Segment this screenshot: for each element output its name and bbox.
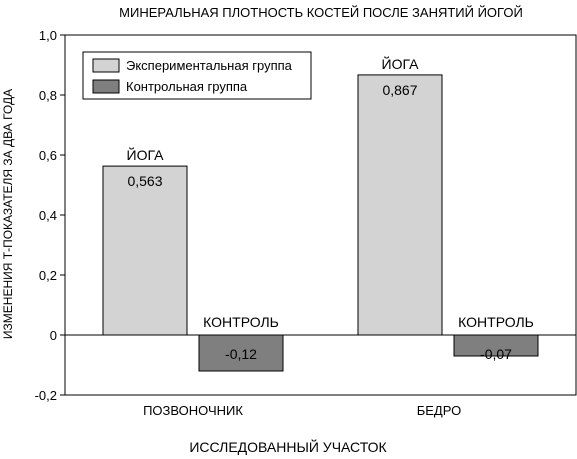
bars: ЙОГА 0,563 КОНТРОЛЬ -0,12 ЙОГА 0,867 КОНТРОЛЬ -… xyxy=(102,55,539,372)
y-tick-label: 0,8 xyxy=(39,88,57,103)
y-axis: 1,0 0,8 0,6 0,4 0,2 0 -0,2 xyxy=(35,28,65,403)
legend-label: Экспериментальная группа xyxy=(126,58,293,73)
y-tick-label: 0,6 xyxy=(39,148,57,163)
bar-group-label: ЙОГА xyxy=(127,146,165,163)
legend-swatch-experimental xyxy=(92,58,120,73)
bar-control-spine xyxy=(198,334,284,372)
bar-group-label: КОНТРОЛЬ xyxy=(203,314,279,330)
bar-group-label: ЙОГА xyxy=(382,55,420,72)
y-axis-label: ИЗМЕНЕНИЯ Т-ПОКАЗАТЕЛЯ ЗА ДВА ГОДА xyxy=(1,89,15,339)
bar-yoga-spine xyxy=(102,165,188,336)
y-tick-label: 1,0 xyxy=(39,28,57,43)
bar-value-label: -0,07 xyxy=(480,346,512,362)
bar-group-label: КОНТРОЛЬ xyxy=(458,314,534,330)
y-tick-label: -0,2 xyxy=(35,388,57,403)
legend: Экспериментальная группа Контрольная груп… xyxy=(82,51,312,100)
bar-yoga-hip xyxy=(357,74,443,336)
x-category-label: ПОЗВОНОЧНИК xyxy=(143,403,243,418)
bar-value-label: -0,12 xyxy=(225,346,257,362)
y-tick-label: 0,2 xyxy=(39,268,57,283)
x-axis-label: ИССЛЕДОВАННЫЙ УЧАСТОК xyxy=(189,438,387,455)
bar-value-label: 0,563 xyxy=(127,173,162,189)
x-category-label: БЕДРО xyxy=(417,403,462,418)
bar-value-label: 0,867 xyxy=(382,82,417,98)
legend-box xyxy=(82,51,312,100)
y-tick-label: 0 xyxy=(50,328,57,343)
legend-label: Контрольная группа xyxy=(126,79,248,94)
chart-title: МИНЕРАЛЬНАЯ ПЛОТНОСТЬ КОСТЕЙ ПОСЛЕ ЗАНЯТ… xyxy=(119,5,523,20)
x-axis-categories: ПОЗВОНОЧНИК БЕДРО xyxy=(143,403,461,418)
y-tick-label: 0,4 xyxy=(39,208,57,223)
legend-swatch-control xyxy=(92,79,120,94)
